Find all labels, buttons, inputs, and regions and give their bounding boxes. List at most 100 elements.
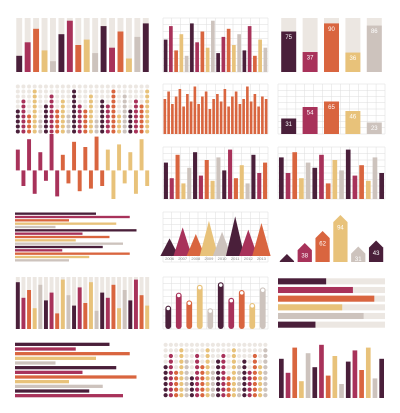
dot — [38, 124, 43, 129]
dot — [122, 104, 127, 109]
bar — [15, 232, 83, 235]
bar — [278, 278, 327, 285]
bar — [21, 297, 26, 329]
dot-bg — [105, 89, 110, 94]
dot — [21, 129, 26, 134]
bar — [122, 290, 127, 329]
dot-column — [210, 370, 215, 398]
dot — [139, 114, 144, 119]
dot-column — [122, 94, 127, 134]
dot — [189, 393, 194, 398]
bar — [50, 61, 56, 72]
bar — [15, 225, 56, 229]
dot-bg — [195, 348, 200, 353]
dot — [195, 387, 200, 392]
dot-bg — [247, 348, 252, 353]
bar — [245, 183, 250, 199]
dot — [128, 124, 133, 129]
dot-column — [66, 114, 71, 134]
bar — [187, 167, 192, 199]
triangle — [212, 231, 232, 256]
dot — [237, 381, 242, 387]
dot — [221, 387, 226, 392]
bar — [324, 23, 339, 72]
dot-column — [55, 109, 60, 134]
dot — [60, 99, 65, 104]
dot — [133, 99, 138, 104]
bar — [15, 342, 110, 346]
dot-bg — [168, 348, 173, 353]
dot — [210, 376, 215, 381]
dot — [32, 99, 37, 104]
dot — [122, 109, 127, 114]
bar — [38, 152, 43, 171]
dot-bg — [94, 84, 99, 89]
bar — [216, 94, 219, 134]
dot — [174, 393, 179, 398]
dot — [32, 114, 37, 119]
dot — [263, 365, 268, 370]
dot-bg — [117, 84, 122, 89]
dot — [72, 119, 77, 124]
stem — [165, 305, 172, 329]
dot — [15, 114, 20, 119]
bar — [325, 375, 331, 398]
stem — [217, 282, 224, 329]
bar — [247, 26, 252, 73]
bar — [15, 149, 20, 171]
dot — [32, 124, 37, 129]
dot — [88, 104, 93, 109]
dot — [231, 353, 236, 359]
value-label: 75 — [285, 35, 292, 41]
bar — [111, 170, 116, 199]
bar — [72, 141, 77, 171]
bar — [15, 252, 130, 255]
triangle — [186, 234, 205, 256]
dot — [184, 365, 189, 370]
bar — [222, 170, 227, 199]
bar — [122, 170, 127, 184]
bar — [83, 303, 88, 329]
head — [261, 288, 265, 293]
dot — [145, 94, 150, 99]
bar — [100, 26, 107, 73]
dot-bg — [163, 359, 168, 364]
dot — [205, 370, 210, 375]
dot — [231, 393, 236, 398]
bar — [198, 175, 203, 199]
x-tick-label: 2007 — [178, 256, 188, 261]
dot-column — [179, 348, 184, 398]
dot-bg — [60, 89, 65, 94]
bar-bg — [92, 18, 99, 72]
dot-bg — [139, 84, 144, 89]
value-label: 31 — [355, 257, 362, 263]
head — [208, 309, 212, 313]
value-label: 65 — [328, 105, 335, 111]
dot — [38, 129, 43, 134]
dot — [72, 109, 77, 114]
bar — [292, 152, 298, 199]
dot — [258, 381, 263, 387]
dot — [205, 365, 210, 370]
bar — [365, 347, 371, 398]
bar — [15, 394, 123, 398]
value-label: 90 — [328, 27, 335, 33]
dot — [163, 370, 168, 375]
dot — [122, 94, 127, 99]
head — [219, 283, 223, 287]
dot — [38, 119, 43, 124]
stem — [259, 287, 266, 329]
dot-bg — [139, 89, 144, 94]
dot-bg — [247, 359, 252, 364]
bar — [372, 157, 378, 199]
dot — [195, 393, 200, 398]
bar — [281, 31, 297, 72]
dot-column — [49, 94, 54, 134]
bar — [27, 139, 32, 171]
bar-bg — [145, 277, 150, 329]
dot-bg — [210, 348, 215, 353]
bar — [83, 39, 90, 72]
dot-bg — [27, 94, 32, 99]
bar — [231, 96, 234, 134]
